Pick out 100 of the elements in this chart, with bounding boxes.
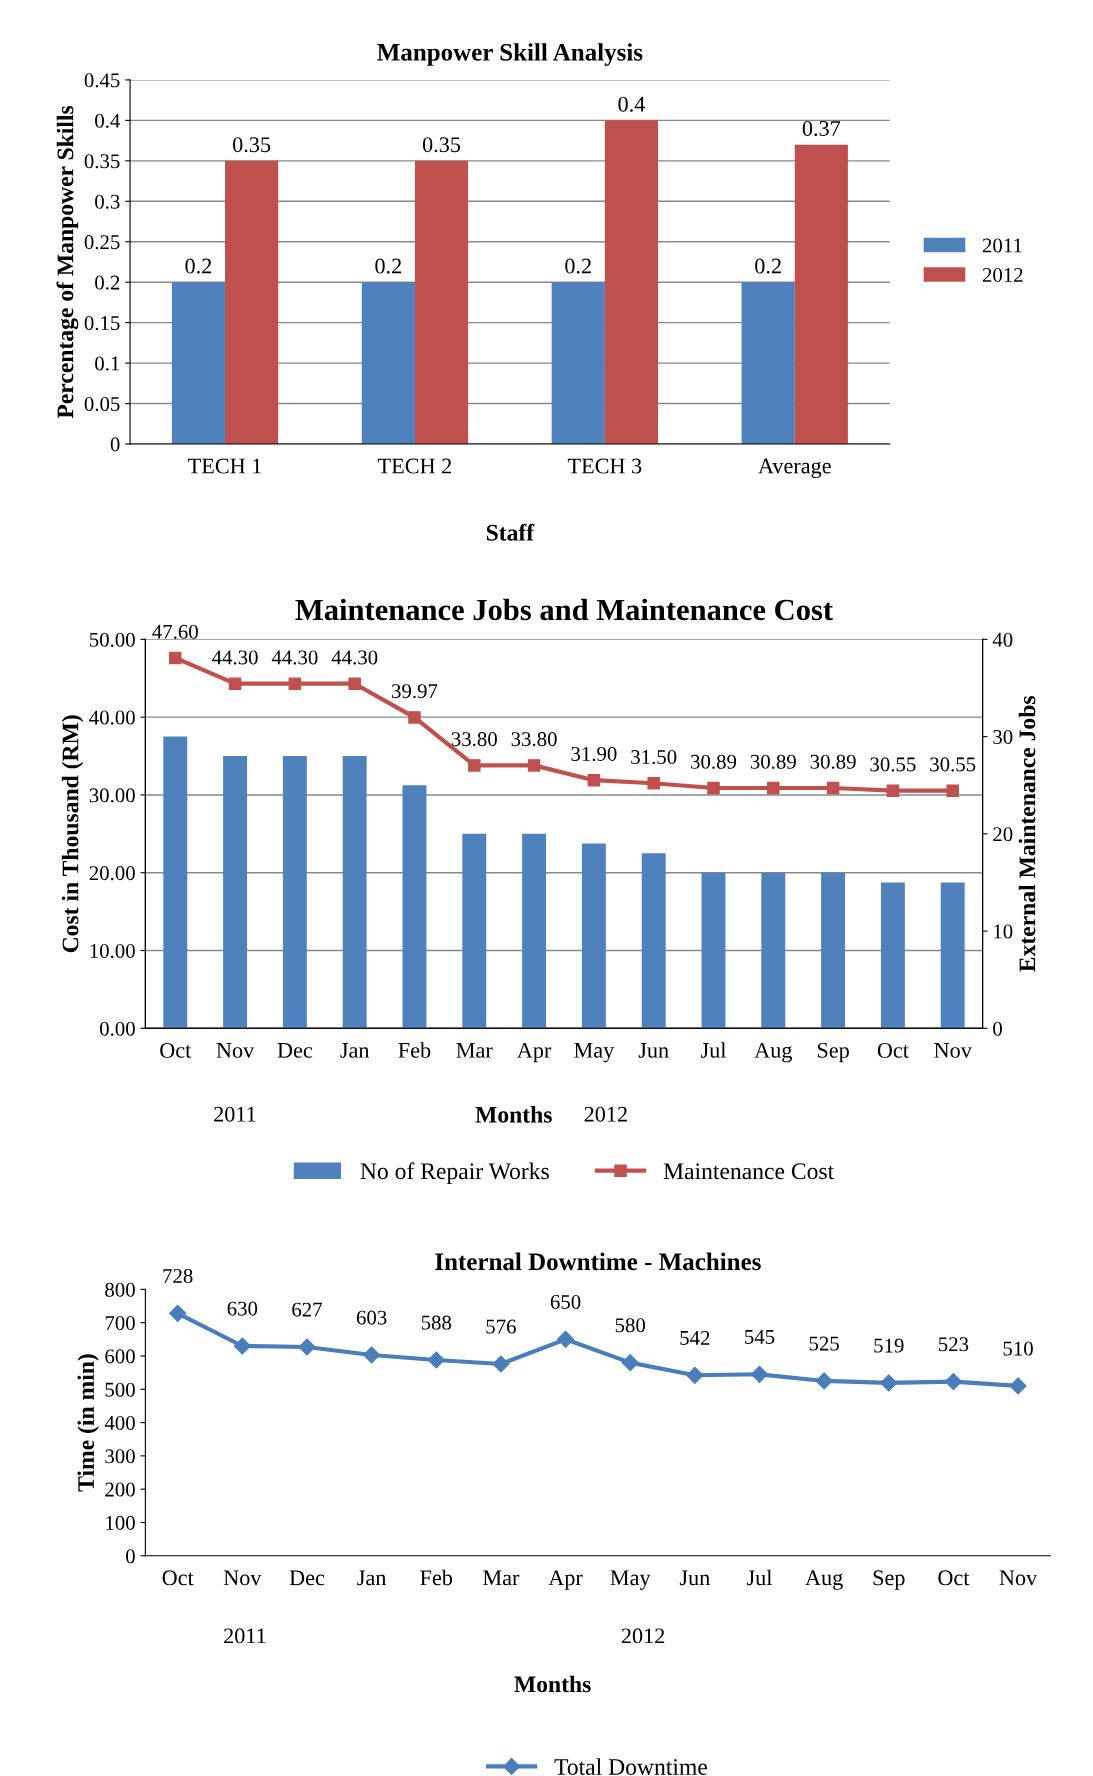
x-tick-label: Feb	[398, 1042, 431, 1058]
point	[767, 781, 780, 795]
x-tick-label: Aug	[754, 1042, 793, 1063]
data-label: 523	[938, 1337, 969, 1352]
x-tick-label: May	[610, 1570, 651, 1590]
x-tick-label: TECH 2	[377, 458, 452, 474]
x-tick-label: Nov	[934, 1043, 972, 1058]
bar	[225, 160, 279, 444]
bar	[641, 853, 666, 1029]
data-label: 519	[874, 1338, 904, 1353]
chart-title: Manpower Skill Analysis	[377, 43, 643, 66]
x-tick-label: Dec	[289, 1570, 325, 1586]
y-tick-label: 100	[106, 1515, 135, 1530]
y2-axis-title: External Maintenance Jobs	[1018, 696, 1036, 972]
y2-tick-label: 30	[993, 729, 1013, 745]
data-label: 30.89	[750, 754, 796, 769]
bar	[794, 144, 848, 444]
data-label: 545	[745, 1330, 775, 1344]
data-label: 39.97	[392, 684, 438, 699]
y-tick-label: 40.00	[89, 710, 135, 725]
x-tick-label: Mar	[456, 1043, 493, 1058]
data-label: 0.2	[755, 258, 781, 274]
legend-label: 2011	[982, 238, 1022, 253]
x-tick-label: Jul	[746, 1569, 772, 1586]
x-tick-label: Oct	[160, 1042, 192, 1058]
data-label: 30.55	[930, 757, 976, 772]
x-tick-label: Oct	[938, 1570, 970, 1586]
point	[233, 1337, 251, 1355]
bar	[171, 282, 226, 444]
point	[363, 1346, 381, 1364]
bar	[402, 785, 427, 1029]
y-tick-label: 700	[105, 1316, 135, 1331]
x-axis-title: Staff	[486, 523, 535, 541]
bar	[701, 872, 726, 1029]
legend-label: No of Repair Works	[360, 1162, 549, 1184]
point	[169, 651, 182, 665]
point	[621, 1354, 639, 1372]
x-tick-label: Nov	[999, 1570, 1038, 1586]
data-label: 31.90	[571, 746, 617, 762]
data-label: 44.30	[212, 650, 258, 665]
legend-label: Total Downtime	[554, 1758, 707, 1775]
x-tick-label: Dec	[277, 1043, 313, 1058]
bar	[604, 120, 659, 444]
point	[946, 784, 959, 797]
data-label: 0.2	[565, 258, 591, 274]
x-tick-label: Feb	[420, 1569, 453, 1586]
x-tick-label: Oct	[877, 1042, 909, 1058]
text: 2012	[621, 1628, 665, 1644]
bar	[741, 282, 795, 444]
data-label: 510	[1003, 1341, 1033, 1356]
data-label: 0.37	[802, 120, 841, 137]
data-label: 630	[227, 1301, 258, 1316]
bar	[551, 282, 605, 444]
x-tick-label: TECH 1	[188, 458, 262, 474]
x-tick-label: Jul	[700, 1042, 727, 1058]
data-label: 588	[421, 1315, 452, 1330]
y-tick-label: 20.00	[89, 866, 135, 881]
y-tick-label: 400	[104, 1415, 135, 1431]
bar	[462, 833, 487, 1029]
x-tick-label: Apr	[517, 1042, 552, 1063]
legend-label: Maintenance Cost	[663, 1163, 835, 1180]
data-label: 0.35	[233, 137, 271, 153]
data-label: 603	[356, 1310, 387, 1325]
point	[228, 677, 242, 690]
x-tick-label: TECH 3	[567, 458, 642, 474]
y-tick-label: 0	[110, 437, 120, 452]
x-tick-label: Oct	[162, 1570, 194, 1586]
x-tick-label: Average	[758, 458, 831, 479]
point	[169, 1304, 187, 1322]
point	[408, 711, 421, 724]
point	[647, 777, 660, 790]
bar	[821, 872, 846, 1029]
point	[880, 1374, 898, 1392]
y-tick-label: 800	[105, 1282, 135, 1297]
data-label: 728	[163, 1268, 193, 1283]
x-axis-title: Months	[514, 1675, 591, 1693]
data-label: 30.89	[810, 754, 856, 769]
bar	[342, 756, 367, 1029]
data-label: 0.4	[618, 96, 645, 112]
data-label: 576	[486, 1319, 516, 1334]
x-tick-label: Jun	[638, 1043, 669, 1058]
data-label: 47.60	[152, 624, 198, 639]
x-tick-label: Jan	[340, 1043, 370, 1058]
data-label: 33.80	[451, 732, 497, 747]
x-tick-label: Apr	[548, 1570, 583, 1590]
y-tick-label: 0.45	[84, 73, 120, 88]
x-tick-label: Nov	[216, 1043, 255, 1058]
y-tick-label: 0.00	[99, 1021, 135, 1036]
text: 2012	[584, 1106, 627, 1122]
point	[707, 781, 720, 795]
data-label: 627	[292, 1302, 322, 1317]
data-label: 30.55	[870, 757, 916, 772]
data-label: 0.2	[185, 258, 212, 274]
bar	[414, 160, 469, 444]
bar	[880, 882, 905, 1029]
point	[348, 677, 361, 690]
point	[686, 1366, 704, 1384]
point	[288, 677, 302, 690]
x-tick-label: Jun	[679, 1570, 710, 1586]
y-tick-label: 0.4	[95, 113, 121, 128]
